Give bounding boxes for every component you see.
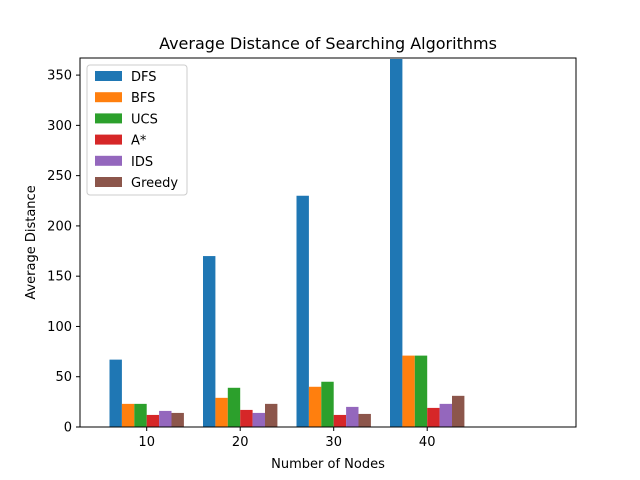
y-tick-label: 0 bbox=[64, 421, 72, 436]
bar-ucs-10 bbox=[134, 403, 147, 427]
bar-ucs-20 bbox=[227, 387, 241, 427]
legend-swatch-ids bbox=[95, 155, 122, 166]
bar-ucs-30 bbox=[321, 381, 334, 427]
bar-bfs-30 bbox=[308, 386, 322, 427]
bar-greedy-30 bbox=[358, 413, 371, 427]
bar-greedy-10 bbox=[171, 412, 184, 427]
bar-dfs-30 bbox=[296, 195, 309, 427]
bar-a-40 bbox=[427, 407, 440, 427]
legend-label-ucs: UCS bbox=[131, 112, 158, 127]
x-axis-ticks: 10 20 30 40 bbox=[138, 427, 435, 450]
bar-ids-30 bbox=[346, 406, 359, 427]
legend-swatch-bfs bbox=[95, 92, 122, 103]
bar-greedy-20 bbox=[265, 403, 278, 427]
x-tick-label: 40 bbox=[419, 435, 436, 450]
legend: DFS BFS UCS A* IDS Greedy bbox=[86, 64, 188, 196]
bar-ids-10 bbox=[159, 410, 172, 427]
legend-label-dfs: DFS bbox=[131, 70, 157, 85]
bar-a-10 bbox=[146, 414, 160, 427]
y-tick-label: 350 bbox=[47, 69, 72, 84]
bar-a-30 bbox=[333, 414, 347, 427]
bar-dfs-40 bbox=[390, 59, 403, 427]
y-axis-ticks: 0 50 100 150 200 250 300 350 bbox=[47, 69, 80, 436]
y-tick-label: 250 bbox=[47, 169, 72, 184]
bar-greedy-40 bbox=[452, 395, 465, 427]
legend-swatch-greedy bbox=[95, 177, 122, 187]
y-tick-label: 300 bbox=[47, 119, 72, 134]
bar-ucs-40 bbox=[414, 355, 428, 427]
legend-label-a: A* bbox=[131, 134, 147, 149]
x-tick-label: 30 bbox=[325, 435, 342, 450]
bar-bfs-20 bbox=[215, 397, 228, 427]
y-tick-label: 200 bbox=[47, 219, 72, 234]
legend-label-bfs: BFS bbox=[131, 91, 155, 106]
plot-frame bbox=[79, 57, 577, 428]
x-tick-label: 10 bbox=[138, 435, 155, 450]
x-axis-label: Number of Nodes bbox=[271, 457, 385, 472]
legend-label-greedy: Greedy bbox=[131, 176, 178, 191]
bar-bfs-10 bbox=[121, 403, 135, 427]
bar-dfs-20 bbox=[203, 256, 216, 427]
y-tick-label: 100 bbox=[47, 320, 72, 335]
bar-dfs-10 bbox=[109, 359, 122, 427]
legend-label-ids: IDS bbox=[131, 155, 153, 170]
y-tick-label: 150 bbox=[47, 270, 72, 285]
bar-ids-40 bbox=[439, 403, 452, 427]
bar-bfs-40 bbox=[402, 355, 415, 427]
x-tick-label: 20 bbox=[232, 435, 249, 450]
chart-title: Average Distance of Searching Algorithms bbox=[159, 34, 497, 53]
bar-a-20 bbox=[240, 409, 253, 427]
y-tick-label: 50 bbox=[55, 370, 72, 385]
bar-ids-20 bbox=[252, 412, 265, 427]
y-axis-label: Average Distance bbox=[24, 185, 39, 299]
legend-swatch-a bbox=[95, 134, 122, 145]
bars-group bbox=[109, 59, 465, 427]
legend-swatch-dfs bbox=[95, 71, 122, 81]
legend-swatch-ucs bbox=[95, 113, 122, 124]
